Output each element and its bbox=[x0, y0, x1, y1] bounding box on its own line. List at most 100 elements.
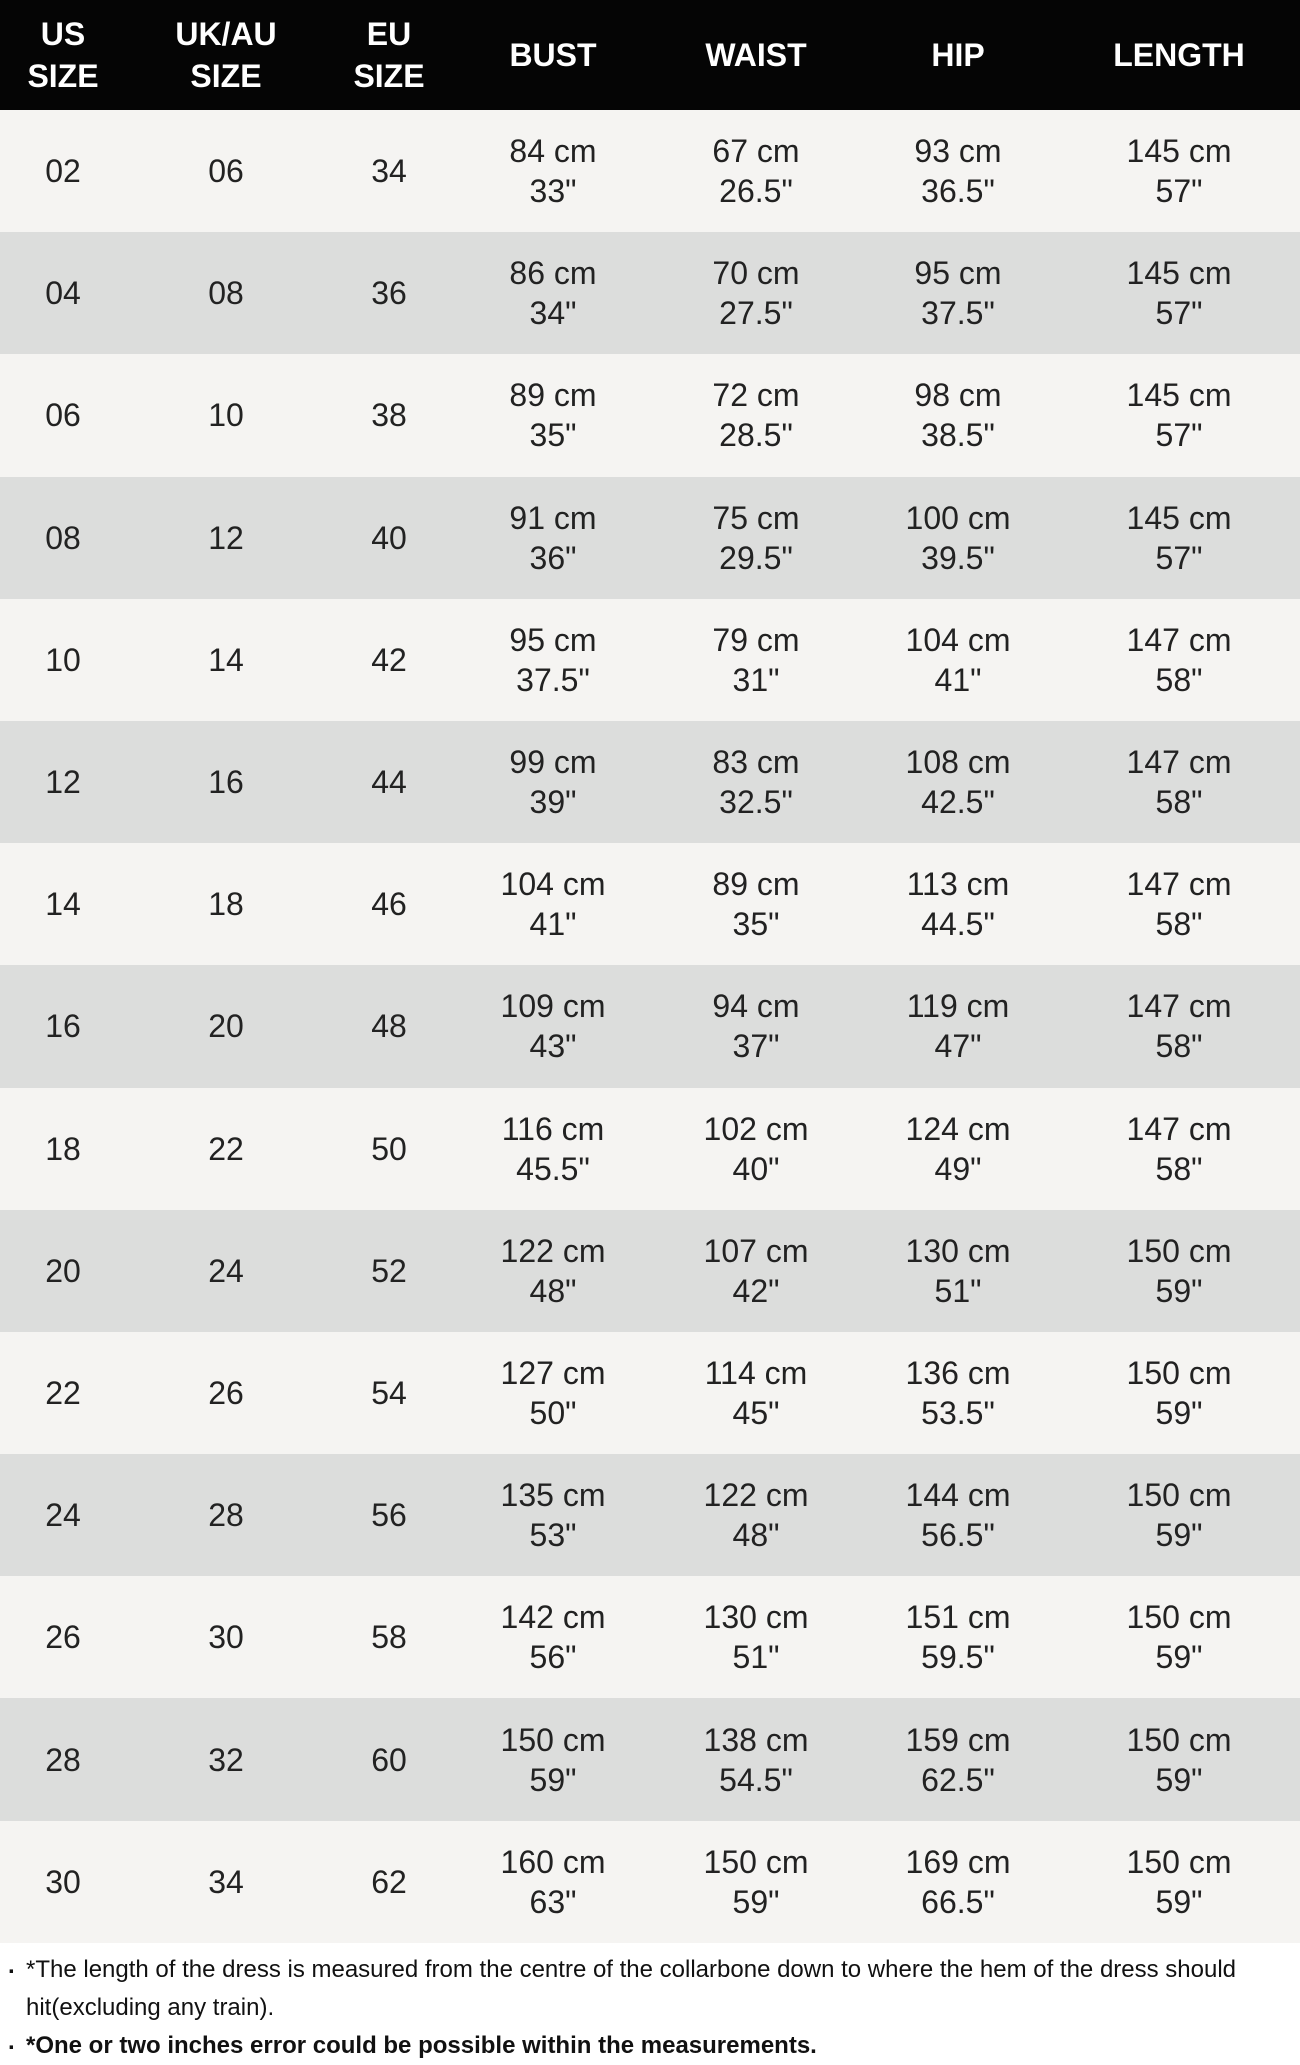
cell-us-size: 06 bbox=[45, 397, 81, 434]
cell-bust: 150 cm 59" bbox=[458, 1698, 648, 1820]
length-cm: 150 cm bbox=[1126, 1477, 1232, 1514]
length-cm: 150 cm bbox=[1126, 1232, 1232, 1269]
cell-bust: 89 cm 35" bbox=[458, 354, 648, 476]
hip-in: 47" bbox=[934, 1028, 982, 1065]
table-row: 30 34 62 160 cm 63" 150 cm 59" 169 cm 66.5" 150 c… bbox=[0, 1820, 1300, 1943]
table-row: 20 24 52 122 cm 48" 107 cm 42" 130 cm 51" 150 cm 5… bbox=[0, 1209, 1300, 1332]
waist-cm: 89 cm bbox=[712, 866, 800, 903]
table-header: US SIZE UK/AU SIZE EU SIZE BUST WAIST HIP LENG… bbox=[0, 0, 1300, 110]
waist-in: 37" bbox=[732, 1028, 780, 1065]
waist-cm: 138 cm bbox=[703, 1721, 809, 1758]
cell-us-size: 22 bbox=[45, 1374, 81, 1411]
table-row: 08 12 40 91 cm 36" 75 cm 29.5" 100 cm 39.5" 145 c… bbox=[0, 476, 1300, 599]
table-row: 04 08 36 86 cm 34" 70 cm 27.5" 95 cm 37.5" 145 cm… bbox=[0, 232, 1300, 355]
header-waist: WAIST bbox=[705, 37, 807, 73]
bust-cm: 160 cm bbox=[500, 1843, 606, 1880]
cell-eu-size: 60 bbox=[371, 1741, 407, 1778]
cell-us-size: 02 bbox=[45, 153, 81, 190]
cell-eu-size: 42 bbox=[371, 641, 407, 678]
table-row: 16 20 48 109 cm 43" 94 cm 37" 119 cm 47" 147 cm 58… bbox=[0, 965, 1300, 1088]
cell-us-size: 10 bbox=[45, 641, 81, 678]
bust-in: 39" bbox=[529, 784, 577, 821]
cell-eu-size: 58 bbox=[371, 1619, 407, 1656]
hip-cm: 144 cm bbox=[905, 1477, 1011, 1514]
cell-waist: 83 cm 32.5" bbox=[661, 721, 851, 843]
table-row: 10 14 42 95 cm 37.5" 79 cm 31" 104 cm 41" 147 cm 5… bbox=[0, 598, 1300, 721]
length-cm: 150 cm bbox=[1126, 1354, 1232, 1391]
cell-hip: 136 cm 53.5" bbox=[863, 1332, 1053, 1454]
hip-cm: 93 cm bbox=[914, 133, 1002, 170]
hip-cm: 159 cm bbox=[905, 1721, 1011, 1758]
length-in: 58" bbox=[1155, 661, 1203, 698]
bust-cm: 89 cm bbox=[509, 377, 597, 414]
waist-in: 29.5" bbox=[719, 539, 793, 576]
bust-cm: 109 cm bbox=[500, 988, 606, 1025]
bust-in: 63" bbox=[529, 1883, 577, 1920]
cell-length: 150 cm 59" bbox=[1084, 1454, 1274, 1576]
waist-in: 32.5" bbox=[719, 784, 793, 821]
cell-waist: 72 cm 28.5" bbox=[661, 354, 851, 476]
bust-cm: 84 cm bbox=[509, 133, 597, 170]
cell-us-size: 30 bbox=[45, 1863, 81, 1900]
bust-in: 45.5" bbox=[516, 1150, 590, 1187]
hip-cm: 98 cm bbox=[914, 377, 1002, 414]
cell-hip: 100 cm 39.5" bbox=[863, 477, 1053, 599]
waist-cm: 107 cm bbox=[703, 1232, 809, 1269]
waist-cm: 102 cm bbox=[703, 1110, 809, 1147]
cell-eu-size: 38 bbox=[371, 397, 407, 434]
hip-in: 66.5" bbox=[921, 1883, 995, 1920]
hip-in: 62.5" bbox=[921, 1761, 995, 1798]
cell-length: 150 cm 59" bbox=[1084, 1576, 1274, 1698]
length-cm: 150 cm bbox=[1126, 1721, 1232, 1758]
hip-in: 59.5" bbox=[921, 1639, 995, 1676]
length-cm: 150 cm bbox=[1126, 1599, 1232, 1636]
cell-bust: 99 cm 39" bbox=[458, 721, 648, 843]
bust-cm: 150 cm bbox=[500, 1721, 606, 1758]
waist-in: 42" bbox=[732, 1272, 780, 1309]
cell-length: 145 cm 57" bbox=[1084, 477, 1274, 599]
cell-length: 147 cm 58" bbox=[1084, 965, 1274, 1087]
waist-in: 40" bbox=[732, 1150, 780, 1187]
length-in: 57" bbox=[1155, 417, 1203, 454]
cell-hip: 108 cm 42.5" bbox=[863, 721, 1053, 843]
length-cm: 145 cm bbox=[1126, 499, 1232, 536]
cell-waist: 150 cm 59" bbox=[661, 1821, 851, 1943]
cell-length: 150 cm 59" bbox=[1084, 1332, 1274, 1454]
cell-length: 145 cm 57" bbox=[1084, 110, 1274, 232]
cell-hip: 98 cm 38.5" bbox=[863, 354, 1053, 476]
cell-waist: 130 cm 51" bbox=[661, 1576, 851, 1698]
waist-cm: 122 cm bbox=[703, 1477, 809, 1514]
hip-in: 49" bbox=[934, 1150, 982, 1187]
cell-hip: 124 cm 49" bbox=[863, 1088, 1053, 1210]
length-in: 58" bbox=[1155, 1028, 1203, 1065]
cell-waist: 67 cm 26.5" bbox=[661, 110, 851, 232]
waist-in: 26.5" bbox=[719, 173, 793, 210]
cell-eu-size: 54 bbox=[371, 1374, 407, 1411]
cell-waist: 75 cm 29.5" bbox=[661, 477, 851, 599]
header-eu-size: EU SIZE bbox=[353, 16, 425, 94]
table-row: 22 26 54 127 cm 50" 114 cm 45" 136 cm 53.5" 150 c… bbox=[0, 1331, 1300, 1455]
cell-hip: 144 cm 56.5" bbox=[863, 1454, 1053, 1576]
waist-cm: 70 cm bbox=[712, 255, 800, 292]
cell-uk-au-size: 26 bbox=[208, 1374, 244, 1411]
cell-waist: 138 cm 54.5" bbox=[661, 1698, 851, 1820]
cell-bust: 104 cm 41" bbox=[458, 843, 648, 965]
cell-uk-au-size: 10 bbox=[208, 397, 244, 434]
cell-bust: 116 cm 45.5" bbox=[458, 1088, 648, 1210]
table-row: 28 32 60 150 cm 59" 138 cm 54.5" 159 cm 62.5" 150… bbox=[0, 1698, 1300, 1821]
hip-cm: 104 cm bbox=[905, 621, 1011, 658]
cell-length: 150 cm 59" bbox=[1084, 1210, 1274, 1332]
header-bust: BUST bbox=[509, 37, 597, 73]
cell-us-size: 20 bbox=[45, 1252, 81, 1289]
cell-bust: 122 cm 48" bbox=[458, 1210, 648, 1332]
header-uk-au-size: UK/AU SIZE bbox=[175, 16, 277, 94]
cell-eu-size: 56 bbox=[371, 1497, 407, 1534]
cell-hip: 104 cm 41" bbox=[863, 599, 1053, 721]
table-row: 02 06 34 84 cm 33" 67 cm 26.5" 93 cm 36.5" 145 cm… bbox=[0, 110, 1300, 233]
cell-waist: 114 cm 45" bbox=[661, 1332, 851, 1454]
cell-bust: 109 cm 43" bbox=[458, 965, 648, 1087]
length-in: 59" bbox=[1155, 1517, 1203, 1554]
length-cm: 147 cm bbox=[1126, 988, 1232, 1025]
header-length: LENGTH bbox=[1113, 37, 1245, 73]
cell-us-size: 12 bbox=[45, 764, 81, 801]
